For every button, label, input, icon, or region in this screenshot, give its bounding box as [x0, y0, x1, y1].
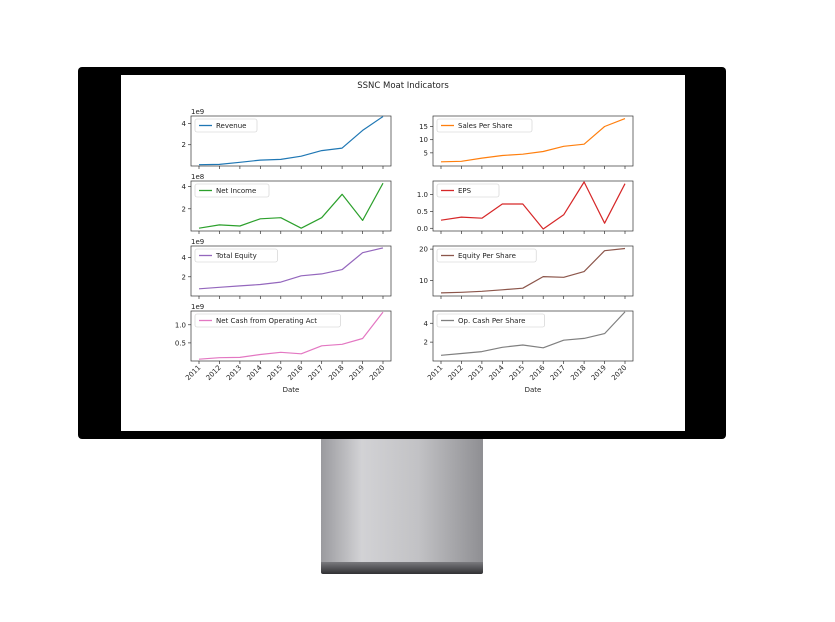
monitor-stand [321, 439, 483, 562]
series-line-op-cash-per-share [440, 311, 626, 356]
y-offset-label: 1e8 [191, 173, 204, 181]
y-offset-label: 1e9 [191, 108, 204, 116]
legend: Op. Cash Per Share [436, 313, 545, 328]
monitor-screen: SSNC Moat Indicators 2 4 1e9 Revenue 5 10 15 Sa… [121, 75, 685, 431]
series-line-revenue [198, 116, 384, 166]
x-tick-label: 2011 [426, 364, 444, 382]
legend: Sales Per Share [436, 118, 533, 133]
x-tick-label: 2014 [487, 363, 506, 382]
y-tick-label: 1.0 [175, 321, 186, 329]
y-tick-label: 15 [419, 123, 428, 131]
x-tick-label: 2016 [286, 363, 305, 382]
legend-box [436, 183, 500, 198]
subplot-1: 2 4 1e9 Revenue [182, 108, 392, 169]
subplot-2: 5 10 15 Sales Per Share [419, 115, 634, 169]
subplot-8: 2 4 2011 2012 2013 2014 2015 2016 2017 2018 2019 20… [424, 310, 634, 394]
y-tick-label: 2 [424, 339, 428, 347]
y-offset-label: 1e9 [191, 238, 204, 246]
y-tick-label: 0.0 [417, 225, 428, 233]
x-tick-label: 2013 [225, 364, 243, 382]
series-line-total-equity [198, 247, 384, 290]
legend-label: Sales Per Share [458, 122, 512, 130]
y-tick-label: 2 [182, 141, 186, 149]
x-tick-label: 2013 [467, 364, 485, 382]
y-tick-label: 10 [419, 277, 428, 285]
subplot-3: 2 4 1e8 Net Income [182, 173, 392, 234]
series-line-net-cash-from-operating-act [198, 311, 384, 360]
x-tick-label: 2012 [447, 364, 465, 382]
y-tick-label: 1.0 [417, 191, 428, 199]
subplot-5: 2 4 1e9 Total Equity [182, 238, 392, 299]
legend-box [194, 118, 258, 133]
legend-box [194, 313, 341, 328]
legend-box [436, 313, 545, 328]
legend: Net Income [194, 183, 270, 198]
legend-label: Equity Per Share [458, 252, 516, 260]
legend-label: Net Cash from Operating Act [216, 317, 317, 325]
y-tick-label: 0.5 [417, 208, 428, 216]
x-tick-label: 2019 [590, 364, 608, 382]
y-tick-label: 4 [424, 320, 429, 328]
legend-label: EPS [458, 187, 472, 195]
x-tick-label: 2011 [184, 364, 202, 382]
series-line-eps [440, 181, 626, 230]
x-tick-label: 2017 [307, 364, 325, 382]
legend-label: Revenue [216, 122, 247, 130]
legend-label: Net Income [216, 187, 256, 195]
series-line-sales-per-share [440, 118, 626, 163]
y-tick-label: 20 [419, 246, 428, 254]
legend: Net Cash from Operating Act [194, 313, 341, 328]
legend: Equity Per Share [436, 248, 537, 263]
y-offset-label: 1e9 [191, 303, 204, 311]
series-line-equity-per-share [440, 247, 626, 294]
y-tick-label: 4 [182, 120, 187, 128]
legend: EPS [436, 183, 500, 198]
y-tick-label: 10 [419, 136, 428, 144]
chart-figure: SSNC Moat Indicators 2 4 1e9 Revenue 5 10 15 Sa… [175, 81, 634, 394]
legend-box [436, 118, 533, 133]
legend-label: Total Equity [215, 252, 257, 260]
x-tick-label: 2018 [569, 364, 587, 382]
legend: Total Equity [194, 248, 278, 263]
x-tick-label: 2016 [528, 363, 547, 382]
x-tick-label: 2017 [549, 364, 567, 382]
chart-title: SSNC Moat Indicators [357, 81, 449, 91]
x-tick-label: 2020 [610, 364, 628, 382]
subplot-6: 10 20 Equity Per Share [419, 246, 634, 299]
y-tick-label: 5 [424, 149, 428, 157]
y-tick-label: 4 [182, 183, 187, 191]
legend-box [436, 248, 537, 263]
x-tick-label: 2012 [205, 364, 223, 382]
series-line-net-income [198, 182, 384, 229]
subplot-4: 0.0 0.5 1.0 EPS [417, 180, 634, 234]
monitor-stand-base [321, 562, 483, 574]
x-axis-label: Date [525, 386, 542, 394]
monitor-bezel: SSNC Moat Indicators 2 4 1e9 Revenue 5 10 15 Sa… [78, 67, 726, 439]
x-tick-label: 2020 [368, 364, 386, 382]
legend-box [194, 183, 270, 198]
legend-box [194, 248, 278, 263]
x-tick-label: 2019 [348, 364, 366, 382]
legend-label: Op. Cash Per Share [458, 317, 525, 325]
x-tick-label: 2015 [508, 364, 526, 382]
y-tick-label: 4 [182, 254, 187, 262]
legend: Revenue [194, 118, 258, 133]
x-tick-label: 2014 [245, 363, 264, 382]
y-tick-label: 2 [182, 273, 186, 281]
y-tick-label: 0.5 [175, 339, 186, 347]
y-tick-label: 2 [182, 205, 186, 213]
x-tick-label: 2018 [327, 364, 345, 382]
x-axis-label: Date [283, 386, 300, 394]
x-tick-label: 2015 [266, 364, 284, 382]
